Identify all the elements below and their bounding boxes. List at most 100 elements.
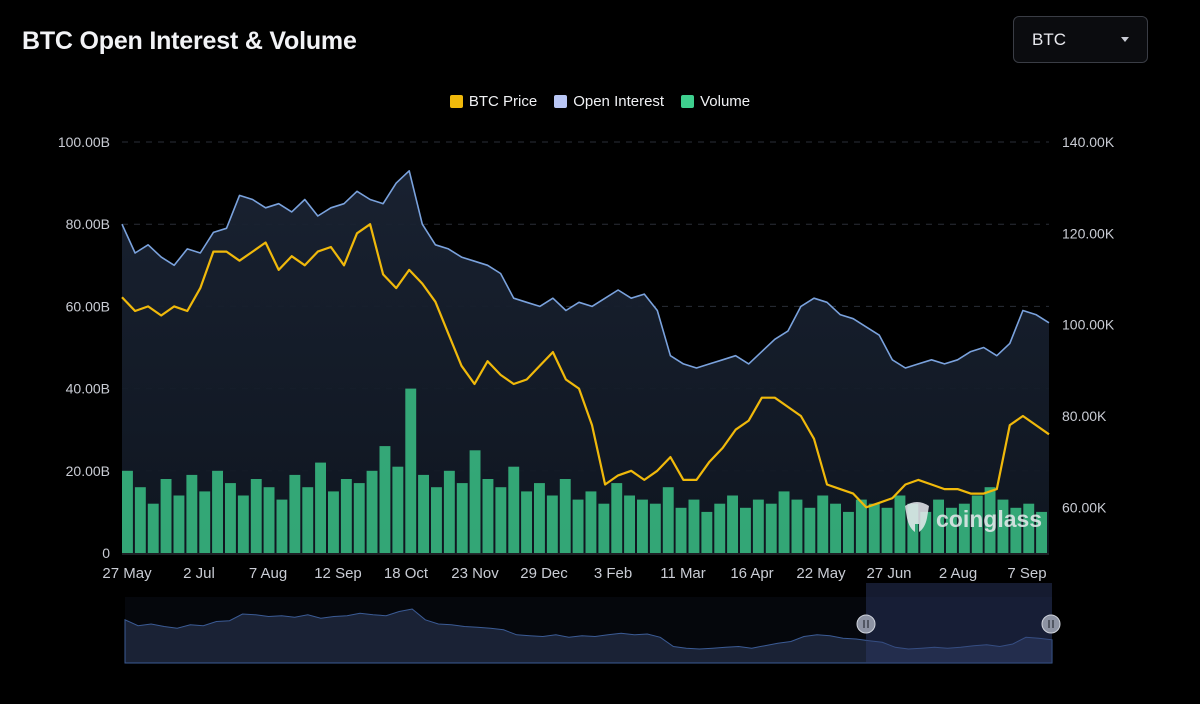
volume-bar <box>740 507 751 553</box>
volume-bar <box>649 503 661 553</box>
watermark: coinglass <box>905 502 1042 532</box>
y-right-tick-label: 140.00K <box>1062 134 1115 150</box>
volume-bar <box>289 474 301 553</box>
open-interest-area <box>122 170 1049 554</box>
volume-bar <box>328 491 339 553</box>
volume-bar <box>456 483 468 553</box>
navigator-handle[interactable] <box>856 614 876 634</box>
volume-bar <box>546 495 558 553</box>
legend-item-open-interest[interactable]: Open Interest <box>554 93 664 110</box>
legend-item-btc-price[interactable]: BTC Price <box>449 93 538 110</box>
volume-bar <box>997 499 1009 553</box>
volume-bar <box>237 495 249 553</box>
x-tick-label: 27 Jun <box>866 565 911 582</box>
volume-bar <box>495 487 507 553</box>
volume-bar <box>521 491 532 553</box>
volume-bar <box>250 479 262 553</box>
y-right-tick-label: 120.00K <box>1062 225 1115 241</box>
volume-bar <box>534 483 545 553</box>
volume-bar <box>701 511 713 553</box>
volume-bar <box>958 503 970 553</box>
volume-bar <box>405 388 417 553</box>
volume-bar <box>147 503 159 553</box>
volume-bar <box>637 499 648 553</box>
x-tick-label: 27 May <box>102 565 152 582</box>
volume-bar <box>894 495 906 553</box>
chevron-down-icon <box>1121 37 1129 42</box>
x-tick-label: 2 Aug <box>939 565 977 582</box>
coin-selector-value: BTC <box>1032 29 1066 49</box>
volume-bar <box>431 487 442 553</box>
volume-bar <box>585 491 597 553</box>
legend-swatch-btc-price <box>449 95 463 108</box>
x-tick-label: 3 Feb <box>594 565 632 582</box>
y-left-tick-label: 60.00B <box>66 298 110 314</box>
navigator-selection <box>866 583 1052 663</box>
x-tick-label: 12 Sep <box>314 565 362 582</box>
range-navigator[interactable] <box>124 583 1061 664</box>
volume-bars <box>122 388 1047 554</box>
volume-bar <box>778 491 790 553</box>
volume-bar <box>263 487 275 553</box>
y-right-tick-label: 60.00K <box>1062 499 1107 515</box>
legend-label-open-interest: Open Interest <box>573 93 665 110</box>
navigator-track <box>125 597 1052 663</box>
volume-bar <box>907 503 919 553</box>
x-tick-label: 7 Sep <box>1007 565 1046 582</box>
volume-bar <box>443 470 455 553</box>
x-tick-label: 2 Jul <box>183 565 215 582</box>
volume-bar <box>675 507 687 553</box>
y-right-tick-label: 80.00K <box>1062 408 1107 424</box>
volume-bar <box>469 450 481 554</box>
y-right-tick-label: 100.00K <box>1062 317 1115 333</box>
volume-bar <box>1010 507 1022 553</box>
legend-item-volume[interactable]: Volume <box>681 93 750 110</box>
y-left-tick-label: 20.00B <box>66 463 110 479</box>
volume-bar <box>353 483 365 553</box>
y-left-tick-label: 0 <box>102 545 110 561</box>
volume-bar <box>611 483 623 553</box>
volume-bar <box>688 499 700 553</box>
legend-swatch-volume <box>681 95 695 108</box>
x-tick-label: 18 Oct <box>384 565 429 582</box>
navigator-handle-knob <box>856 614 876 634</box>
volume-bar <box>791 499 803 553</box>
volume-bar <box>392 466 404 553</box>
legend-swatch-open-interest <box>554 95 568 108</box>
volume-bar <box>624 495 635 553</box>
coinglass-logo-icon <box>905 502 929 532</box>
volume-bar <box>186 474 198 553</box>
volume-bar <box>1023 503 1035 553</box>
volume-bar <box>418 474 429 553</box>
volume-bar <box>868 503 880 553</box>
legend-label-volume: Volume <box>700 93 751 110</box>
open-interest-fill <box>122 170 1049 554</box>
navigator-area <box>124 608 1053 664</box>
volume-bar <box>765 503 777 553</box>
navigator-handle[interactable] <box>1041 614 1061 634</box>
volume-bar <box>817 495 829 553</box>
legend-label-btc-price: BTC Price <box>468 93 538 110</box>
volume-bar <box>843 511 854 553</box>
volume-bar <box>225 483 236 553</box>
volume-bar <box>340 479 352 553</box>
volume-bar <box>984 487 996 553</box>
volume-bar <box>662 487 674 553</box>
volume-bar <box>122 470 133 553</box>
watermark-text: coinglass <box>936 506 1042 532</box>
axes: 0 20.00B 40.00B 60.00B 80.00B 100.00B 60.00K 80… <box>58 134 1115 582</box>
volume-bar <box>933 499 944 553</box>
gridlines <box>122 141 1049 472</box>
coin-selector[interactable]: BTC <box>1013 16 1148 63</box>
y-left-tick-label: 80.00B <box>66 216 110 232</box>
volume-bar <box>881 507 893 553</box>
volume-bar <box>971 495 983 553</box>
volume-bar <box>559 479 571 553</box>
series-lines <box>121 170 1050 509</box>
x-tick-label: 7 Aug <box>249 565 287 582</box>
volume-bar <box>302 487 314 553</box>
volume-bar <box>508 466 520 553</box>
volume-bar <box>752 499 764 553</box>
volume-bar <box>366 470 378 553</box>
volume-bar <box>212 470 223 553</box>
